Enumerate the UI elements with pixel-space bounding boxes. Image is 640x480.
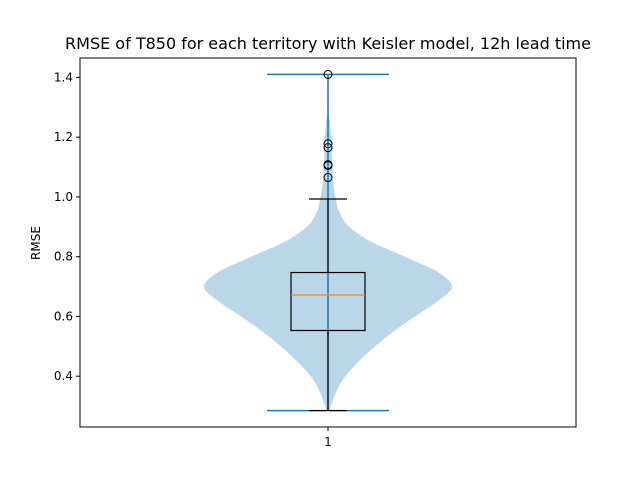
axes: 0.4 0.6 0.8 1.0 1.2 1.4 1 [54,57,577,449]
outlier-point [323,69,333,79]
y-tick-label: 0.6 [54,309,73,323]
y-tick-label: 0.8 [54,250,73,264]
outlier-point [323,143,333,153]
y-tick-label: 1.2 [54,130,73,144]
outlier-point [323,139,333,149]
y-tick-label: 1.0 [54,190,73,204]
y-tick-label: 1.4 [54,70,73,84]
x-tick-label: 1 [324,435,332,449]
outlier-point [323,160,333,170]
outlier-point [323,173,333,183]
y-tick-label: 0.4 [54,369,73,383]
plot-area [204,69,452,412]
iqr-box [290,271,366,332]
chart-title: RMSE of T850 for each territory with Kei… [65,34,591,53]
y-axis-label: RMSE [29,226,43,260]
